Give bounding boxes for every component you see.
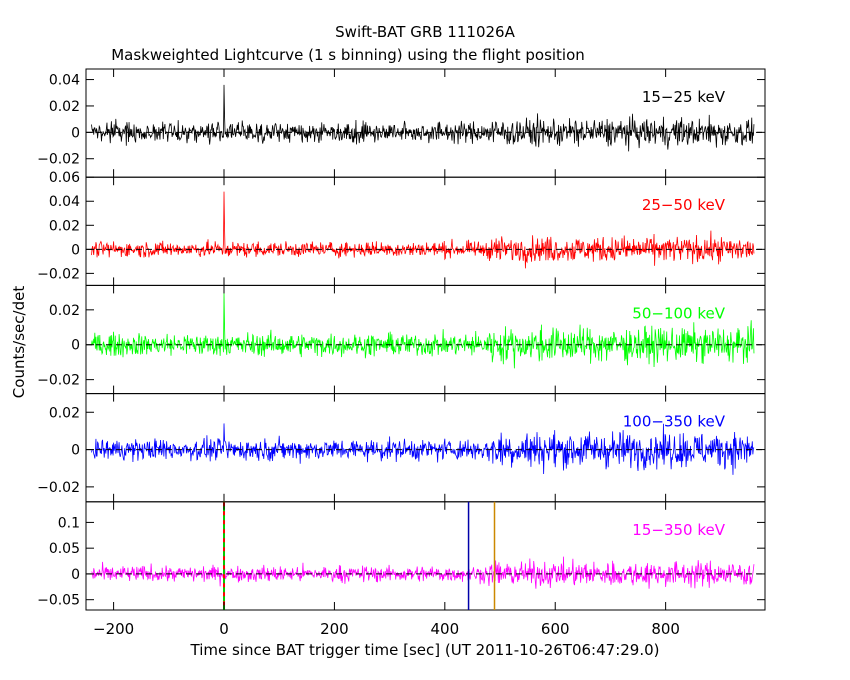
series-line [91, 292, 755, 369]
series-line [91, 553, 755, 589]
x-tick-label: 0 [219, 620, 229, 638]
y-tick-label: 0 [71, 443, 80, 459]
x-tick-label: 400 [431, 620, 460, 638]
panels-group: −0.02 0 0.02 0.04 15−25 keV −0.02 0 0.02 0.04 0.0… [37, 68, 766, 638]
y-axis-label: Counts/sec/det [10, 286, 28, 399]
y-tick-label: −0.02 [37, 480, 80, 496]
band-label: 50−100 keV [632, 304, 725, 322]
y-tick-label: 0 [71, 567, 80, 583]
y-tick-label: 0.02 [49, 303, 80, 319]
x-tick-label: 600 [541, 620, 570, 638]
y-tick-label: 0.05 [49, 541, 80, 557]
y-tick-label: 0.04 [49, 73, 80, 89]
x-tick-label: 200 [320, 620, 349, 638]
y-tick-label: 0 [71, 125, 80, 141]
y-tick-label: 0.02 [49, 99, 80, 115]
y-tick-label: 0 [71, 242, 80, 258]
chart-title: Swift-BAT GRB 111026A [335, 23, 515, 41]
band-label: 100−350 keV [623, 413, 726, 431]
y-tick-label: 0.06 [49, 170, 80, 186]
band-label: 25−50 keV [642, 196, 726, 214]
x-tick-label: −200 [93, 620, 134, 638]
band-label: 15−350 keV [632, 521, 725, 539]
y-tick-label: −0.05 [37, 593, 80, 609]
y-tick-label: 0.1 [58, 515, 80, 531]
y-tick-label: −0.02 [37, 373, 80, 389]
panel-frame [85, 501, 766, 611]
x-axis-label: Time since BAT trigger time [sec] (UT 20… [190, 641, 660, 659]
x-tick-label: 800 [651, 620, 680, 638]
y-tick-label: 0.02 [49, 218, 80, 234]
series-line [91, 423, 755, 475]
y-tick-label: −0.02 [37, 152, 80, 168]
chart-subtitle: Maskweighted Lightcurve (1 s binning) us… [111, 46, 585, 64]
y-tick-label: 0 [71, 338, 80, 354]
band-label: 15−25 keV [642, 88, 726, 106]
y-tick-label: 0.04 [49, 194, 80, 210]
y-tick-label: 0.02 [49, 405, 80, 421]
y-tick-label: −0.02 [37, 266, 80, 282]
panel-frame [85, 176, 766, 286]
series-line [91, 191, 755, 269]
